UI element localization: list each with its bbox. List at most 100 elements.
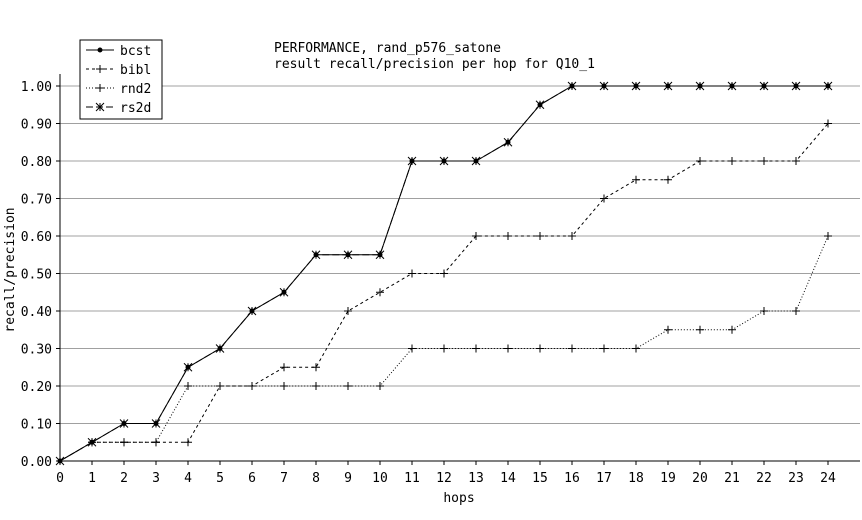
legend-box [79,39,163,120]
x-tick-label: 16 [564,471,580,486]
data-point [471,156,481,166]
x-tick-label: 9 [344,471,352,486]
data-point [408,344,416,353]
data-point [279,287,289,297]
data-point [312,382,320,390]
data-point [87,437,97,447]
data-point [184,382,192,390]
x-tick-label: 11 [404,471,420,486]
y-tick-label: 0.80 [21,155,52,170]
data-point [664,175,672,184]
data-point [439,156,449,166]
x-tick-label: 3 [152,471,160,486]
series-layer [55,81,833,466]
data-point [215,344,225,353]
data-point [119,419,129,428]
series-rs2d [55,81,833,466]
data-point [824,119,832,128]
data-point [504,232,512,240]
legend-label: rs2d [120,101,151,116]
data-point [472,344,480,353]
x-tick-label: 23 [788,471,804,486]
data-point [600,344,608,353]
chart-subtitle: result recall/precision per hop for Q10_… [274,57,595,72]
data-point [568,344,576,353]
data-point [695,81,705,91]
y-tick-label: 0.40 [21,305,52,320]
data-point [96,84,104,92]
data-point [120,438,128,447]
x-tick-label: 5 [216,471,224,486]
y-tick-label: 1.00 [21,80,52,95]
legend-label: rnd2 [120,82,151,97]
data-point [247,306,257,316]
x-tick-label: 1 [88,471,96,486]
x-tick-label: 14 [500,471,516,486]
x-tick-label: 2 [120,471,128,486]
series-bibl [56,119,832,465]
chart-title: PERFORMANCE, rand_p576_satone [274,41,501,56]
y-tick-label: 0.00 [21,455,52,470]
x-tick-label: 17 [596,471,612,486]
data-point [311,250,321,260]
data-point [759,81,769,91]
legend: bcst bibl rnd2 rs2d [79,39,163,120]
x-tick-label: 13 [468,471,484,486]
axis-layer [59,74,860,462]
data-point [376,382,384,390]
data-point [312,363,320,372]
legend-label: bibl [120,63,151,78]
data-point [95,102,105,112]
data-point [728,325,736,334]
y-tick-label: 0.90 [21,118,52,133]
data-point [151,419,161,428]
data-point [727,81,737,91]
data-point [152,438,160,447]
data-point [568,232,576,240]
data-point [183,362,193,372]
data-point [216,382,224,390]
data-point [407,156,417,166]
data-point [504,344,512,353]
data-point [343,250,353,260]
data-point [600,194,608,203]
data-point [96,65,104,73]
data-point [696,157,704,165]
data-point [824,232,832,240]
x-tick-label: 0 [56,471,64,486]
legend-item-bcst: bcst [86,44,151,59]
data-point [632,175,640,184]
data-point [440,344,448,353]
data-point [248,382,256,390]
data-point [696,325,704,334]
data-point [344,307,352,315]
data-point [55,456,65,466]
data-point [536,232,544,240]
y-axis-label: recall/precision [3,207,18,332]
x-tick-label: 10 [372,471,388,486]
data-point [535,100,545,110]
x-tick-label: 24 [820,471,836,486]
data-point [376,288,384,297]
data-point [792,307,800,315]
data-point [344,382,352,390]
y-tick-label: 0.10 [21,418,52,433]
x-tick-label: 12 [436,471,452,486]
data-point [823,81,833,91]
data-point [280,382,288,390]
data-point [728,157,736,165]
data-point [97,47,103,53]
legend-item-bibl: bibl [86,63,151,78]
legend-item-rs2d: rs2d [86,101,151,116]
data-point [664,325,672,334]
data-point [599,81,609,91]
x-tick-label: 8 [312,471,320,486]
data-point [375,250,385,260]
data-point [280,363,288,372]
data-point [791,81,801,91]
data-point [792,157,800,165]
data-point [503,137,513,147]
x-tick-label: 4 [184,471,192,486]
x-tick-label: 19 [660,471,676,486]
